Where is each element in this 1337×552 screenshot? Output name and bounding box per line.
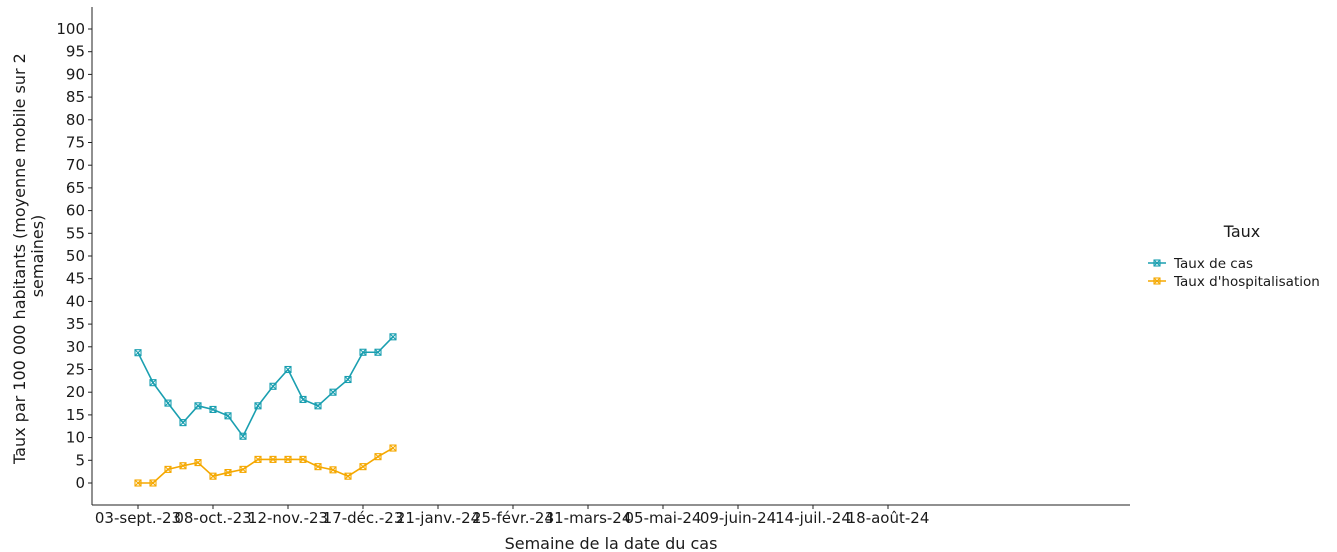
y-tick-label: 40 (66, 292, 85, 310)
data-point (134, 479, 142, 487)
x-tick-label: 05-mai-24 (625, 509, 702, 527)
data-point (239, 465, 247, 473)
x-tick-label: 08-oct.-23 (174, 509, 251, 527)
series-line (137, 336, 394, 438)
data-point (194, 402, 202, 410)
data-point (164, 399, 172, 407)
data-point (269, 455, 277, 463)
data-point (269, 382, 277, 390)
x-tick-label: 18-août-24 (847, 509, 930, 527)
data-point (314, 463, 322, 471)
y-tick-label: 90 (66, 65, 85, 83)
x-tick-label: 25-févr.-24 (472, 509, 554, 527)
y-axis-title-line-2: semaines) (28, 215, 47, 298)
x-tick-label: 17-déc.-23 (323, 509, 404, 527)
y-tick-label: 35 (66, 315, 85, 333)
y-tick-label: 80 (66, 111, 85, 129)
data-point (254, 402, 262, 410)
y-tick-label: 20 (66, 383, 85, 401)
data-point (284, 455, 292, 463)
y-tick-label: 50 (66, 247, 85, 265)
data-point (149, 479, 157, 487)
legend-label: Taux d'hospitalisation (1173, 274, 1320, 290)
data-point (209, 405, 217, 414)
x-tick-label: 03-sept.-23 (95, 509, 181, 527)
series-taux-de-cas (134, 333, 397, 440)
y-tick-label: 5 (75, 451, 85, 469)
y-tick-label: 30 (66, 338, 85, 356)
data-point (239, 432, 247, 440)
data-point (284, 365, 292, 374)
data-point (359, 348, 367, 356)
series-taux-d-hospitalisation (134, 444, 397, 487)
x-tick-label: 21-janv.-24 (396, 509, 480, 527)
data-point (224, 412, 232, 420)
data-point (179, 462, 187, 470)
data-point (329, 466, 337, 474)
data-point (389, 333, 397, 341)
x-axis: 03-sept.-2308-oct.-2312-nov.-2317-déc.-2… (95, 505, 929, 527)
y-axis-title-line-1: Taux par 100 000 habitants (moyenne mobi… (10, 53, 29, 465)
y-tick-label: 70 (66, 156, 85, 174)
data-point (314, 402, 322, 410)
data-point (164, 465, 172, 473)
y-tick-label: 75 (66, 134, 85, 152)
y-tick-label: 85 (66, 88, 85, 106)
data-point (299, 395, 307, 404)
x-tick-label: 09-juin-24 (700, 509, 776, 527)
y-tick-label: 10 (66, 429, 85, 447)
series-layer (134, 333, 397, 487)
y-tick-label: 25 (66, 361, 85, 379)
data-point (359, 463, 367, 471)
x-tick-label: 31-mars-24 (545, 509, 632, 527)
data-point (179, 419, 187, 427)
y-tick-label: 100 (56, 20, 85, 38)
y-axis-title: Taux par 100 000 habitants (moyenne mobi… (10, 48, 47, 465)
y-tick-label: 95 (66, 43, 85, 61)
y-tick-label: 45 (66, 270, 85, 288)
data-point (329, 388, 337, 396)
data-point (299, 455, 307, 463)
data-point (374, 348, 382, 356)
legend-item: Taux d'hospitalisation (1148, 274, 1320, 290)
legend-items: Taux de cas Taux d'hospitalisation (1148, 256, 1320, 290)
y-tick-label: 65 (66, 179, 85, 197)
data-point (374, 453, 382, 461)
data-point (134, 349, 142, 357)
y-tick-label: 60 (66, 202, 85, 220)
legend-title: Taux (1223, 222, 1261, 241)
x-tick-label: 12-nov.-23 (248, 509, 328, 527)
data-point (194, 459, 202, 467)
data-point (344, 472, 352, 480)
data-point (209, 472, 217, 480)
y-tick-label: 15 (66, 406, 85, 424)
data-point (344, 375, 352, 384)
x-tick-label: 14-juil.-24 (775, 509, 851, 527)
data-point (149, 379, 157, 387)
data-point (254, 455, 262, 463)
y-tick-label: 55 (66, 224, 85, 242)
x-axis-title: Semaine de la date du cas (505, 534, 718, 552)
legend: Taux Taux de cas Taux d'hospitalisation (1148, 222, 1320, 290)
legend-item: Taux de cas (1148, 256, 1253, 272)
plot-area: 0 5 10 15 20 25 30 35 40 45 50 55 60 65 70 75 80 85 90 95 10… (56, 7, 1130, 527)
data-point (389, 444, 397, 452)
legend-label: Taux de cas (1173, 256, 1253, 272)
y-axis: 0 5 10 15 20 25 30 35 40 45 50 55 60 65 70 75 80 85 90 95 10… (56, 20, 92, 492)
y-tick-label: 0 (75, 474, 85, 492)
data-point (224, 469, 232, 477)
series-line (138, 447, 394, 484)
